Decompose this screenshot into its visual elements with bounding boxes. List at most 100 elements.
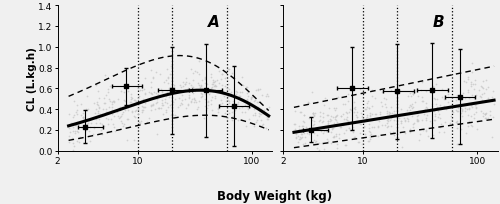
- Point: [462, 96, 469, 100]
- Point: [213, 79, 221, 82]
- Point: [323, 138, 331, 141]
- Point: [153, 133, 161, 136]
- Point: [387, 106, 395, 109]
- Point: [114, 108, 122, 111]
- Point: [247, 95, 255, 99]
- Point: [247, 97, 255, 100]
- Point: [430, 119, 438, 122]
- Point: [94, 106, 102, 109]
- Point: [408, 126, 416, 129]
- Point: [210, 81, 218, 84]
- Point: [376, 113, 384, 116]
- Point: [208, 86, 216, 89]
- Point: [178, 103, 186, 106]
- Point: [236, 95, 244, 98]
- Point: [330, 118, 338, 121]
- Point: [316, 115, 324, 118]
- Point: [70, 114, 78, 117]
- Point: [158, 103, 166, 107]
- Point: [162, 68, 170, 71]
- Point: [147, 70, 155, 73]
- Point: [324, 120, 332, 123]
- Point: [178, 94, 186, 97]
- Point: [357, 112, 365, 115]
- Point: [242, 86, 250, 90]
- Point: [365, 122, 373, 126]
- Point: [216, 103, 224, 106]
- Point: [384, 118, 392, 121]
- Point: [83, 109, 91, 112]
- Point: [220, 85, 228, 88]
- Point: [197, 88, 205, 92]
- Point: [193, 71, 201, 74]
- Point: [365, 129, 373, 133]
- Point: [130, 115, 138, 119]
- Point: [65, 135, 73, 138]
- Point: [124, 90, 132, 94]
- Point: [152, 101, 160, 105]
- Point: [92, 108, 100, 111]
- Point: [452, 121, 460, 124]
- Point: [342, 118, 350, 121]
- Point: [370, 97, 378, 100]
- Point: [324, 140, 332, 143]
- Point: [108, 101, 116, 104]
- Point: [457, 99, 465, 102]
- Point: [480, 92, 488, 95]
- Point: [344, 93, 352, 96]
- Point: [465, 120, 473, 123]
- Point: [298, 131, 306, 134]
- Point: [354, 141, 362, 144]
- Point: [132, 109, 140, 112]
- Point: [340, 113, 347, 116]
- Point: [366, 112, 374, 115]
- Point: [162, 94, 170, 98]
- Point: [114, 107, 122, 110]
- Point: [388, 112, 396, 115]
- Point: [452, 109, 460, 112]
- Point: [184, 103, 192, 106]
- Point: [248, 96, 256, 100]
- Point: [252, 121, 260, 124]
- Point: [428, 92, 436, 95]
- Point: [141, 92, 149, 95]
- Point: [400, 117, 408, 120]
- Point: [117, 120, 125, 123]
- Point: [440, 98, 448, 101]
- Point: [438, 88, 446, 91]
- Point: [342, 143, 349, 146]
- Point: [480, 87, 488, 90]
- Point: [409, 106, 417, 109]
- Point: [203, 83, 211, 86]
- Point: [130, 139, 138, 142]
- Point: [74, 131, 82, 134]
- Point: [232, 92, 240, 96]
- Point: [458, 110, 466, 113]
- Point: [336, 126, 344, 129]
- Point: [462, 132, 470, 135]
- Point: [452, 104, 460, 107]
- Point: [178, 90, 186, 93]
- Point: [207, 99, 215, 102]
- Point: [202, 106, 210, 110]
- Point: [310, 119, 318, 123]
- Point: [134, 108, 142, 111]
- Point: [199, 90, 207, 94]
- Point: [212, 85, 220, 88]
- Point: [393, 117, 401, 120]
- Point: [123, 138, 131, 141]
- Point: [464, 125, 471, 128]
- Point: [186, 94, 194, 97]
- Point: [209, 83, 217, 86]
- Point: [438, 95, 446, 99]
- Point: [296, 136, 304, 139]
- Point: [478, 112, 486, 115]
- Point: [226, 105, 234, 109]
- Point: [309, 112, 317, 115]
- Point: [336, 123, 344, 126]
- Point: [356, 119, 364, 122]
- Point: [374, 125, 382, 128]
- Point: [68, 122, 76, 125]
- Point: [472, 127, 480, 131]
- Point: [374, 134, 382, 138]
